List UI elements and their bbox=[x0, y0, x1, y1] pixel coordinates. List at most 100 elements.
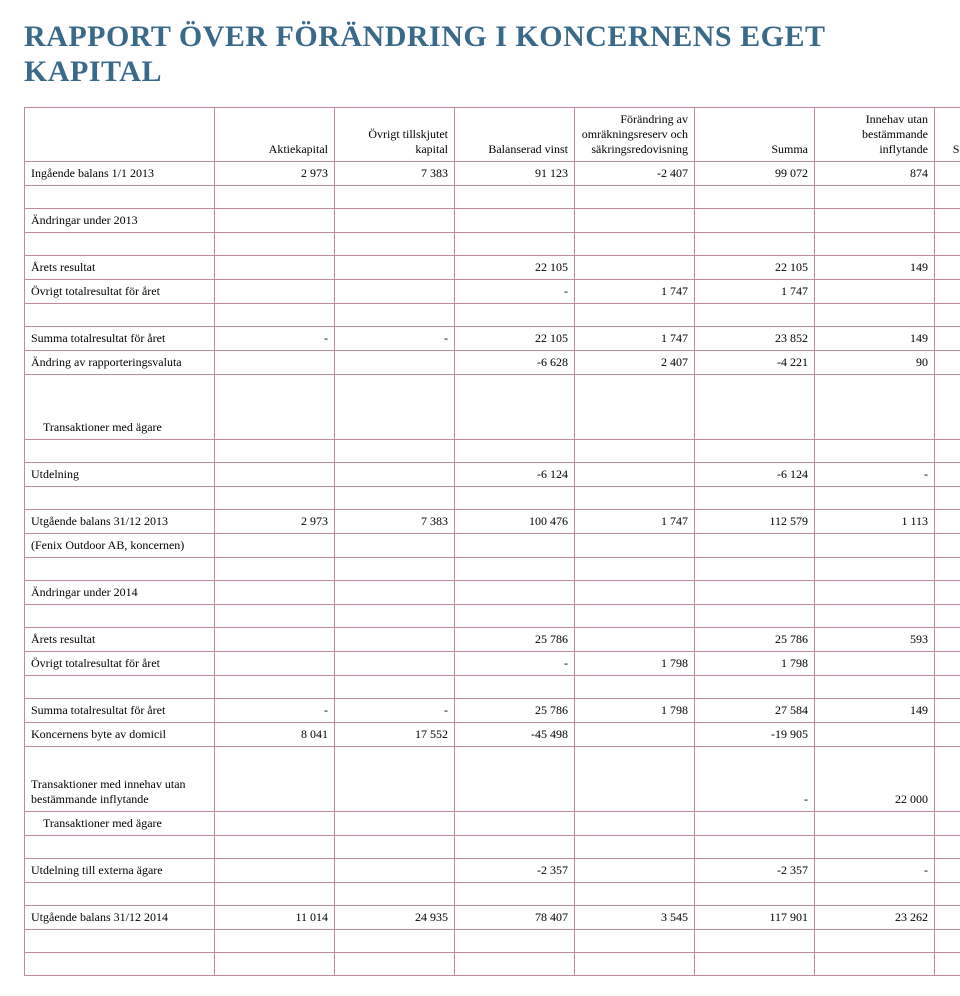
table-row: Ändring av rapporteringsvaluta -6 628 2 … bbox=[25, 351, 960, 375]
cell: 90 bbox=[815, 351, 935, 375]
cell: 1 747 bbox=[575, 280, 695, 304]
cell: 26 379 bbox=[935, 628, 960, 652]
cell: 112 579 bbox=[695, 510, 815, 534]
table-row: Utgående balans 31/12 2013 2 973 7 383 1… bbox=[25, 510, 960, 534]
cell: 1 747 bbox=[695, 280, 815, 304]
spacer-row bbox=[25, 558, 960, 581]
row-label: Utdelning till externa ägare bbox=[25, 859, 215, 883]
col-header: Summa bbox=[695, 108, 815, 162]
spacer-row bbox=[25, 487, 960, 510]
row-label: Transaktioner med ägare bbox=[25, 812, 215, 836]
spacer-row bbox=[25, 930, 960, 953]
cell: 22 000 bbox=[935, 747, 960, 812]
spacer-row bbox=[25, 440, 960, 463]
equity-changes-table: Aktiekapital Övrigt tillskjutet kapital … bbox=[24, 107, 960, 976]
table-row: Övrigt totalresultat för året - 1 747 1 … bbox=[25, 280, 960, 304]
table-row: Summa totalresultat för året - - 25 786 … bbox=[25, 699, 960, 723]
row-label: Utdelning bbox=[25, 463, 215, 487]
row-label: Summa totalresultat för året bbox=[25, 699, 215, 723]
cell: 100 476 bbox=[455, 510, 575, 534]
cell: 25 786 bbox=[455, 628, 575, 652]
cell: 7 383 bbox=[335, 510, 455, 534]
cell: 2 973 bbox=[215, 162, 335, 186]
spacer-row bbox=[25, 953, 960, 976]
table-header-row: Aktiekapital Övrigt tillskjutet kapital … bbox=[25, 108, 960, 162]
spacer-row bbox=[25, 304, 960, 327]
cell: 17 552 bbox=[335, 723, 455, 747]
cell: 593 bbox=[815, 628, 935, 652]
spacer-row bbox=[25, 186, 960, 209]
cell: 141 607 bbox=[935, 906, 960, 930]
cell: 25 786 bbox=[455, 699, 575, 723]
col-header: Förändring av omräkningsreserv och säkri… bbox=[575, 108, 695, 162]
row-label: Transaktioner med ägare bbox=[25, 375, 215, 440]
cell: -6 628 bbox=[455, 351, 575, 375]
row-label: Transaktioner med innehav utan bestämman… bbox=[25, 747, 215, 812]
cell: - bbox=[815, 859, 935, 883]
cell: 22 254 bbox=[935, 256, 960, 280]
row-label: Årets resultat bbox=[25, 256, 215, 280]
cell: -4 221 bbox=[695, 351, 815, 375]
cell: 23 852 bbox=[695, 327, 815, 351]
row-label: Ändring av rapporteringsvaluta bbox=[25, 351, 215, 375]
cell: 2 407 bbox=[575, 351, 695, 375]
spacer-row bbox=[25, 836, 960, 859]
table-row: Transaktioner med innehav utan bestämman… bbox=[25, 747, 960, 812]
col-header bbox=[25, 108, 215, 162]
spacer-row bbox=[25, 233, 960, 256]
cell: -6 124 bbox=[455, 463, 575, 487]
row-label: Utgående balans 31/12 2013 bbox=[25, 510, 215, 534]
table-row: Koncernens byte av domicil 8 041 17 552 … bbox=[25, 723, 960, 747]
cell: - bbox=[215, 327, 335, 351]
table-row: Utdelning till externa ägare -2 357 -2 3… bbox=[25, 859, 960, 883]
cell: -2 357 bbox=[935, 859, 960, 883]
cell: 1 798 bbox=[695, 652, 815, 676]
cell: 1 113 bbox=[815, 510, 935, 534]
table-row: Årets resultat 25 786 25 786 593 26 379 bbox=[25, 628, 960, 652]
col-header: Summa eget kapital bbox=[935, 108, 960, 162]
table-row: Utdelning -6 124 -6 124 - -6 124 bbox=[25, 463, 960, 487]
row-label: Ändringar under 2013 bbox=[25, 209, 215, 233]
cell: - bbox=[695, 747, 815, 812]
row-label: Ingående balans 1/1 2013 bbox=[25, 162, 215, 186]
cell: 1 747 bbox=[935, 280, 960, 304]
cell: 28 177 bbox=[935, 699, 960, 723]
cell: 22 105 bbox=[695, 256, 815, 280]
cell: 1 747 bbox=[575, 327, 695, 351]
cell: 3 545 bbox=[575, 906, 695, 930]
col-header: Aktiekapital bbox=[215, 108, 335, 162]
cell: 23 262 bbox=[815, 906, 935, 930]
row-label: Ändringar under 2014 bbox=[25, 581, 215, 605]
row-label: Övrigt totalresultat för året bbox=[25, 280, 215, 304]
cell: 1 747 bbox=[575, 510, 695, 534]
cell: - bbox=[335, 327, 455, 351]
cell: -2 407 bbox=[575, 162, 695, 186]
cell: 7 383 bbox=[335, 162, 455, 186]
cell: -45 498 bbox=[455, 723, 575, 747]
cell: 149 bbox=[815, 699, 935, 723]
table-row: Ändringar under 2013 bbox=[25, 209, 960, 233]
cell: 149 bbox=[815, 327, 935, 351]
cell: - bbox=[335, 699, 455, 723]
cell: 117 901 bbox=[695, 906, 815, 930]
table-row: Summa totalresultat för året - - 22 105 … bbox=[25, 327, 960, 351]
col-header: Balanserad vinst bbox=[455, 108, 575, 162]
row-label: Övrigt totalresultat för året bbox=[25, 652, 215, 676]
cell: 149 bbox=[815, 256, 935, 280]
cell: 22 000 bbox=[815, 747, 935, 812]
cell: 1 798 bbox=[935, 652, 960, 676]
spacer-row bbox=[25, 605, 960, 628]
cell: - bbox=[215, 699, 335, 723]
table-row: Ingående balans 1/1 2013 2 973 7 383 91 … bbox=[25, 162, 960, 186]
cell: 91 123 bbox=[455, 162, 575, 186]
cell: - bbox=[815, 463, 935, 487]
cell: -19 905 bbox=[695, 723, 815, 747]
cell: 24 935 bbox=[335, 906, 455, 930]
row-label: (Fenix Outdoor AB, koncernen) bbox=[25, 534, 215, 558]
cell: -19 905 bbox=[935, 723, 960, 747]
cell: 24 001 bbox=[935, 327, 960, 351]
row-label: Årets resultat bbox=[25, 628, 215, 652]
cell: 113 692 bbox=[935, 510, 960, 534]
page-title: RAPPORT ÖVER FÖRÄNDRING I KONCERNENS EGE… bbox=[24, 20, 936, 89]
spacer-row bbox=[25, 676, 960, 699]
